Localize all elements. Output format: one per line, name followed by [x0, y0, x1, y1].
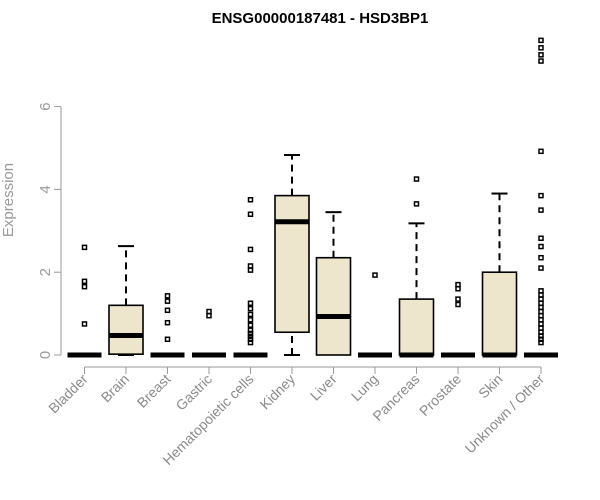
outlier-point	[538, 265, 544, 271]
outlier-point	[538, 207, 544, 213]
outlier-point	[247, 311, 254, 318]
x-category-label: Unknown / Other	[462, 371, 548, 457]
outlier-point	[538, 254, 544, 261]
outlier-point	[247, 327, 254, 333]
outlier-point	[81, 278, 88, 285]
iqr-box	[398, 298, 435, 356]
outlier-point	[81, 244, 88, 251]
outlier-point	[538, 192, 544, 199]
box-breast	[150, 293, 185, 358]
outlier-point	[455, 296, 461, 302]
outlier-point	[247, 197, 254, 203]
outlier-point	[538, 58, 544, 64]
y-tick-label: 4	[37, 185, 54, 193]
iqr-box	[481, 271, 518, 356]
y-tick-label: 2	[37, 268, 54, 276]
outlier-point	[538, 52, 544, 58]
iqr-box	[108, 304, 144, 355]
x-category-label: Kidney	[257, 371, 299, 413]
x-category-label: Brain	[98, 371, 132, 405]
x-category-label: Lung	[348, 371, 381, 404]
y-axis: 0 2 4 6	[37, 102, 62, 359]
chart-title: ENSG00000187481 - HSD3BP1	[212, 10, 429, 27]
iqr-box	[315, 256, 352, 356]
box-liver	[315, 211, 352, 356]
outlier-point	[247, 322, 254, 328]
outlier-point	[538, 148, 544, 155]
outlier-point	[164, 336, 171, 343]
outlier-point	[247, 333, 254, 340]
outlier-point	[413, 176, 420, 182]
iqr-box	[274, 194, 310, 334]
outlier-point	[81, 321, 88, 327]
outlier-point	[81, 283, 88, 290]
x-category-label: Prostate	[416, 371, 464, 419]
outlier-point	[247, 263, 254, 269]
outlier-point	[164, 298, 171, 304]
box-hematopoietic-cells	[233, 197, 268, 358]
outlier-point	[164, 319, 171, 326]
outlier-point	[538, 235, 544, 242]
box-pancreas	[398, 176, 435, 358]
box-kidney	[274, 154, 310, 356]
outlier-point	[538, 45, 544, 51]
outlier-point	[455, 281, 461, 288]
outlier-point	[247, 336, 254, 343]
outlier-point	[164, 307, 171, 314]
x-category-label: Bladder	[45, 371, 91, 417]
outlier-point	[247, 211, 254, 217]
outlier-point	[164, 293, 171, 299]
box-prostate	[441, 281, 475, 358]
outlier-point	[247, 317, 254, 323]
box-lung	[358, 272, 392, 358]
outlier-point	[455, 301, 461, 308]
box-skin	[481, 192, 518, 358]
outlier-point	[538, 288, 544, 294]
y-tick-label: 6	[37, 102, 54, 110]
x-category-label: Breast	[134, 371, 174, 411]
box-bladder	[67, 244, 102, 358]
outlier-point	[247, 246, 254, 253]
y-axis-label: Expression	[0, 163, 17, 237]
boxes-layer	[67, 37, 558, 358]
y-tick-label: 0	[37, 351, 54, 359]
box-gastric	[192, 308, 226, 358]
outlier-point	[538, 243, 544, 250]
outlier-point	[413, 201, 420, 207]
outlier-point	[206, 308, 212, 315]
outlier-point	[247, 300, 254, 306]
x-category-label: Liver	[307, 371, 340, 404]
outlier-point	[247, 305, 254, 312]
box-brain	[108, 245, 144, 356]
x-category-label: Skin	[475, 371, 506, 402]
box-unknown-other	[524, 37, 558, 358]
outlier-point	[538, 37, 544, 44]
outlier-point	[372, 272, 378, 278]
